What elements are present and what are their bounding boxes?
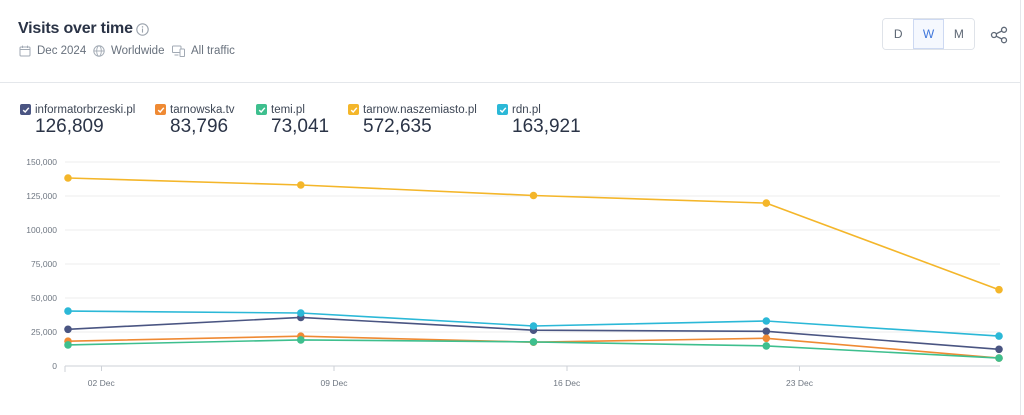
legend-label: informatorbrzeski.pl xyxy=(35,104,136,116)
chart-title: Visits over time xyxy=(18,20,133,37)
checkmark-icon xyxy=(22,106,29,113)
tarnow-naszemiasto-pl-point[interactable] xyxy=(995,285,1003,294)
checkmark-icon xyxy=(499,106,506,113)
temi-pl-point[interactable] xyxy=(64,341,72,349)
temi-pl-point[interactable] xyxy=(297,336,305,344)
date-range-label: Dec 2024 xyxy=(37,45,87,57)
y-tick-label: 75,000 xyxy=(31,259,57,269)
legend-item-tarnow-naszemiasto-pl[interactable]: tarnow.naszemiasto.pl 572,635 xyxy=(348,101,477,138)
legend-checkbox[interactable] xyxy=(20,104,31,115)
tarnow-naszemiasto-pl-point[interactable] xyxy=(529,191,538,200)
traffic-source-filter: All traffic xyxy=(172,44,235,58)
informatorbrzeski-pl-point[interactable] xyxy=(762,327,771,336)
region-label: Worldwide xyxy=(111,45,165,57)
x-axis: 02 Dec 09 Dec 16 Dec 23 Dec xyxy=(64,365,1000,388)
rdn-pl-point[interactable] xyxy=(64,307,72,315)
granularity-daily-button[interactable]: D xyxy=(883,19,914,49)
granularity-weekly-button[interactable]: W xyxy=(913,19,944,49)
legend-item-rdn-pl[interactable]: rdn.pl 163,921 xyxy=(497,101,581,138)
tarnowska-tv-point[interactable] xyxy=(762,334,771,343)
legend-checkbox[interactable] xyxy=(497,104,508,115)
tarnow-naszemiasto-pl-point[interactable] xyxy=(762,199,771,207)
rdn-pl-point[interactable] xyxy=(297,309,305,317)
checkmark-icon xyxy=(350,106,357,113)
legend-item-tarnowska-tv[interactable]: tarnowska.tv 83,796 xyxy=(155,101,235,138)
rdn-pl-point[interactable] xyxy=(995,332,1003,340)
legend-checkbox[interactable] xyxy=(256,104,267,115)
header-divider xyxy=(0,82,1020,83)
checkmark-icon xyxy=(157,106,164,113)
legend-label: temi.pl xyxy=(271,104,305,116)
checkmark-icon xyxy=(258,106,265,113)
tarnow-naszemiasto-pl-point[interactable] xyxy=(64,174,72,182)
y-tick-label: 150,000 xyxy=(26,157,57,167)
informatorbrzeski-pl-point[interactable] xyxy=(995,345,1003,354)
y-tick-label: 0 xyxy=(52,361,57,371)
y-tick-label: 125,000 xyxy=(26,191,57,201)
globe-icon xyxy=(92,45,105,58)
x-tick-label: 09 Dec xyxy=(321,378,349,388)
informatorbrzeski-pl-point[interactable] xyxy=(64,325,72,334)
x-tick-label: 02 Dec xyxy=(88,378,116,388)
legend-checkbox[interactable] xyxy=(155,104,166,115)
y-tick-label: 50,000 xyxy=(31,293,57,303)
legend-label: rdn.pl xyxy=(512,104,541,116)
granularity-monthly-button[interactable]: M xyxy=(943,19,974,49)
legend-total-visits: 163,921 xyxy=(512,116,581,137)
legend-item-informatorbrzeski-pl[interactable]: informatorbrzeski.pl 126,809 xyxy=(20,101,135,138)
legend-item-temi-pl[interactable]: temi.pl 73,041 xyxy=(256,101,329,138)
legend-label: tarnow.naszemiasto.pl xyxy=(363,104,477,116)
rdn-pl-point[interactable] xyxy=(529,322,538,330)
visits-line-chart: 0 25,000 50,000 75,000 100,000 125,000 150,000… xyxy=(26,157,1003,388)
share-icon[interactable] xyxy=(990,26,1008,44)
legend-total-visits: 126,809 xyxy=(35,116,104,137)
date-range-filter: Dec 2024 xyxy=(18,44,86,58)
tarnow-naszemiasto-pl-point[interactable] xyxy=(297,181,305,189)
series-points xyxy=(64,174,1003,362)
y-tick-label: 100,000 xyxy=(26,225,57,235)
region-filter: Worldwide xyxy=(92,44,164,58)
legend-label: tarnowska.tv xyxy=(170,104,235,116)
temi-pl-point[interactable] xyxy=(995,354,1003,362)
temi-pl-point[interactable] xyxy=(762,342,771,350)
legend-checkbox[interactable] xyxy=(348,104,359,115)
x-tick-label: 16 Dec xyxy=(553,378,581,388)
x-tick-label: 23 Dec xyxy=(786,378,814,388)
calendar-icon xyxy=(18,45,31,58)
legend-total-visits: 83,796 xyxy=(170,116,229,137)
info-icon[interactable] xyxy=(136,23,149,36)
y-axis: 0 25,000 50,000 75,000 100,000 125,000 150,000 xyxy=(26,157,1000,371)
y-tick-label: 25,000 xyxy=(31,327,57,337)
rdn-pl-point[interactable] xyxy=(762,317,771,325)
legend-total-visits: 572,635 xyxy=(363,116,432,137)
temi-pl-point[interactable] xyxy=(529,338,538,346)
granularity-toggle: D W M xyxy=(882,18,975,50)
devices-icon xyxy=(172,45,185,58)
traffic-source-label: All traffic xyxy=(191,45,235,57)
legend-total-visits: 73,041 xyxy=(271,116,330,137)
